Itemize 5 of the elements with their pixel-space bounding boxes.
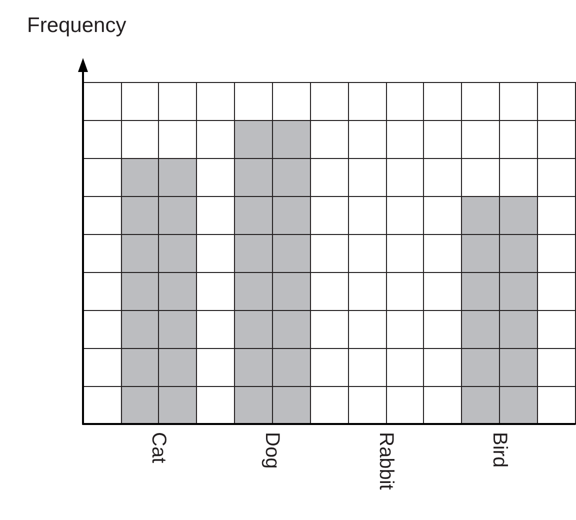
x-tick-label: Bird bbox=[488, 432, 510, 468]
x-tick-label: Cat bbox=[148, 432, 170, 464]
x-tick-label: Rabbit bbox=[374, 432, 397, 490]
x-tick-label: Dog bbox=[261, 432, 284, 469]
y-axis-title: Frequency bbox=[27, 14, 127, 37]
